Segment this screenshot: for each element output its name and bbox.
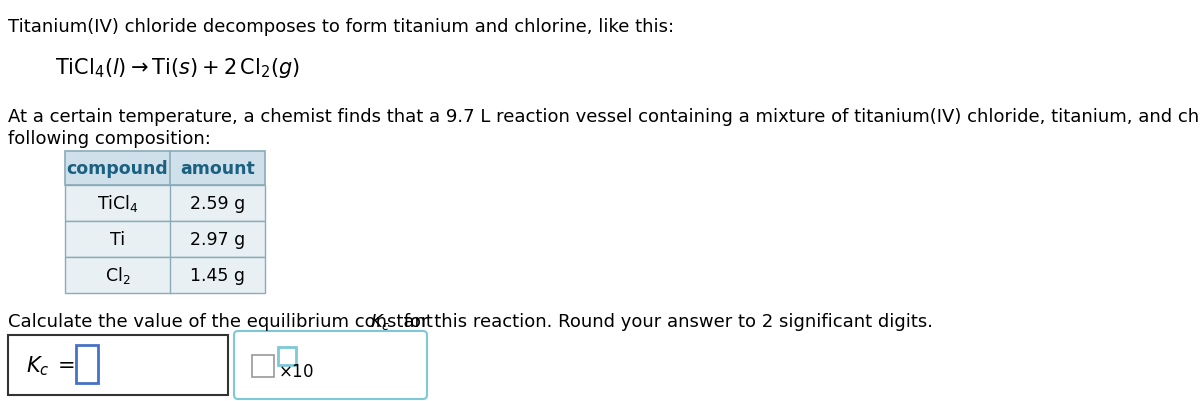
Text: $K_c$: $K_c$	[370, 311, 390, 331]
Text: $K_c$: $K_c$	[26, 353, 49, 377]
Text: $\mathrm{Cl_2}$: $\mathrm{Cl_2}$	[104, 265, 131, 286]
Bar	[8, 335, 228, 395]
Text: $\mathrm{TiCl_4}$: $\mathrm{TiCl_4}$	[97, 193, 138, 214]
Bar	[252, 355, 274, 377]
Text: 1.45 g: 1.45 g	[190, 266, 245, 284]
Text: $\times$10: $\times$10	[278, 362, 314, 380]
Text: =: =	[58, 355, 76, 375]
Text: $\mathrm{TiCl_4}(\mathit{l})\rightarrow\mathrm{Ti}(\mathit{s})+2\,\mathrm{Cl_2}(: $\mathrm{TiCl_4}(\mathit{l})\rightarrow\…	[55, 56, 300, 80]
Bar	[65, 221, 265, 257]
Bar	[76, 345, 98, 383]
FancyBboxPatch shape	[234, 331, 427, 399]
Text: 2.59 g: 2.59 g	[190, 194, 245, 213]
Text: for this reaction. Round your answer to 2 significant digits.: for this reaction. Round your answer to …	[398, 312, 934, 330]
Text: 2.97 g: 2.97 g	[190, 231, 245, 248]
Text: amount: amount	[180, 160, 254, 178]
Text: compound: compound	[67, 160, 168, 178]
Bar	[65, 257, 265, 293]
Bar	[278, 347, 296, 365]
Text: Ti: Ti	[110, 231, 125, 248]
Bar	[65, 186, 265, 221]
Text: Calculate the value of the equilibrium constant: Calculate the value of the equilibrium c…	[8, 312, 439, 330]
Text: Titanium(IV) chloride decomposes to form titanium and chlorine, like this:: Titanium(IV) chloride decomposes to form…	[8, 18, 674, 36]
Bar	[65, 152, 265, 186]
Text: At a certain temperature, a chemist finds that a 9.7 L reaction vessel containin: At a certain temperature, a chemist find…	[8, 108, 1200, 126]
Text: following composition:: following composition:	[8, 130, 211, 148]
